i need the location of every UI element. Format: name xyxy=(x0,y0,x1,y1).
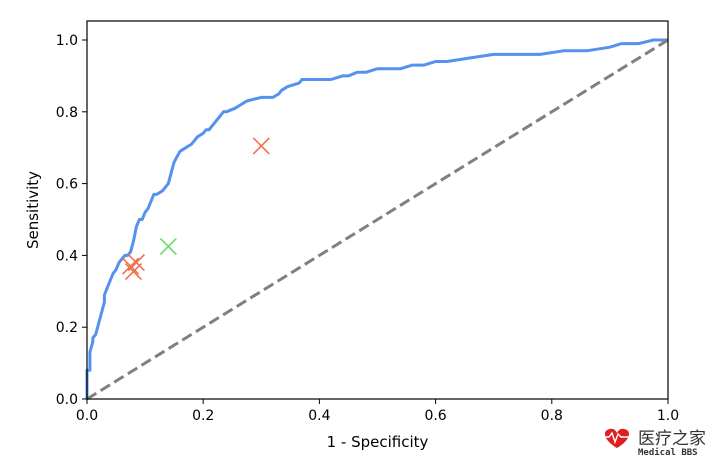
marker-stroke xyxy=(127,254,145,272)
marker-stroke xyxy=(252,137,270,155)
y-tick-label: 0.2 xyxy=(56,320,78,336)
x-tick-label: 0.6 xyxy=(424,408,446,424)
operating-point-marker xyxy=(252,137,270,155)
marker-stroke xyxy=(122,257,140,275)
y-axis-label: Sensitivity xyxy=(24,171,42,249)
x-tick-label: 0.8 xyxy=(541,408,563,424)
y-tick-label: 0.4 xyxy=(56,248,78,264)
operating-point-marker xyxy=(124,262,143,281)
plot-frame xyxy=(86,20,669,400)
x-axis-label: 1 - Specificity xyxy=(327,433,429,451)
y-tick-label: 0.8 xyxy=(56,105,78,121)
marker-stroke xyxy=(124,262,143,281)
roc-curve-line xyxy=(85,38,668,399)
operating-point-marker xyxy=(159,237,177,255)
plot-area xyxy=(85,38,669,401)
watermark-en-text: Medical BBS xyxy=(638,447,698,458)
y-tick-label: 1.0 xyxy=(56,33,78,49)
x-tick-label: 0.2 xyxy=(192,408,214,424)
operating-point-marker xyxy=(122,257,140,275)
heartbeat-icon xyxy=(603,431,631,445)
x-tick-label: 0.4 xyxy=(308,408,330,424)
x-tick-label: 0.0 xyxy=(76,408,98,424)
watermark-logo: 医疗之家 Medical BBS xyxy=(603,428,706,458)
chance-diagonal-line xyxy=(86,38,669,401)
operating-point-marker xyxy=(127,254,145,272)
marker-stroke xyxy=(159,237,177,255)
y-tick-label: 0.6 xyxy=(56,177,78,193)
watermark-cn-text: 医疗之家 xyxy=(638,429,706,449)
x-tick-label: 1.0 xyxy=(657,408,679,424)
axes: 0.0 0.2 0.4 0.6 0.8 1.0 0.0 0.2 0.4 0.6 0.8 1.0 xyxy=(56,33,679,424)
y-tick-label: 0.0 xyxy=(56,392,78,408)
